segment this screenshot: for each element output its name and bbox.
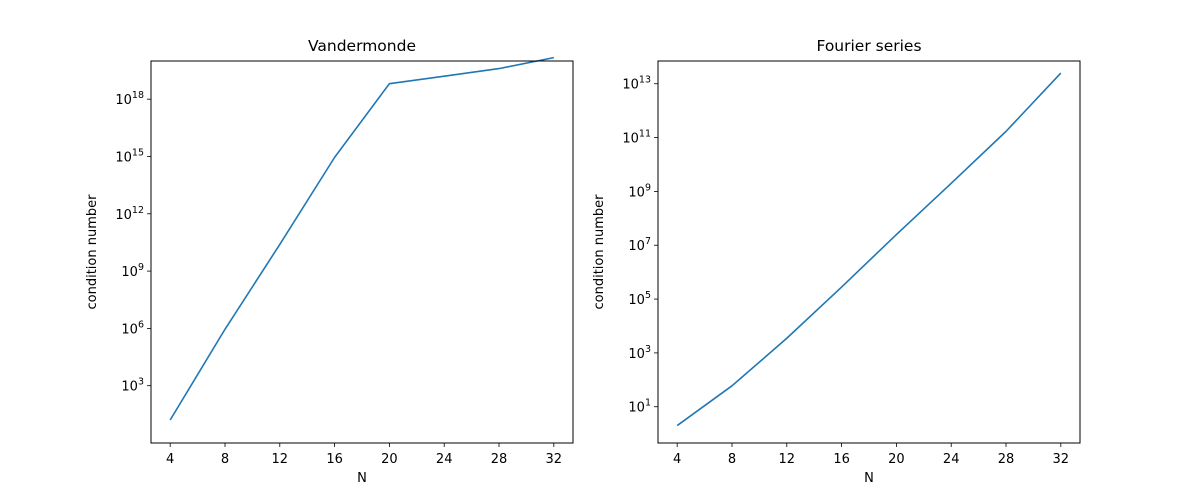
vandermonde-title: Vandermonde	[308, 37, 416, 55]
fourier-series-y-tick-label: 103	[628, 344, 651, 362]
vandermonde-x-axis-label: N	[357, 471, 367, 486]
fourier-series-x-tick-label: 12	[779, 452, 796, 467]
fourier-series-x-tick-label: 20	[888, 452, 905, 467]
vandermonde-x-tick-label: 32	[546, 452, 563, 467]
vandermonde-y-tick-label: 103	[121, 377, 144, 395]
fourier-series-y-tick-label: 1013	[622, 75, 651, 93]
vandermonde-x-tick-label: 24	[436, 452, 453, 467]
fourier-series-series-line	[676, 72, 1062, 427]
vandermonde-x-tick-label: 28	[491, 452, 508, 467]
fourier-series-title: Fourier series	[816, 37, 921, 55]
vandermonde-series-line	[169, 56, 554, 421]
vandermonde-y-tick-label: 1012	[115, 205, 144, 223]
vandermonde-y-axis-label: condition number	[85, 194, 100, 310]
fourier-series-y-tick-label: 101	[628, 398, 651, 416]
vandermonde-x-tick-label: 20	[381, 452, 398, 467]
fourier-series-axes-frame	[657, 60, 1081, 444]
fourier-series-y-axis-label: condition number	[592, 194, 607, 310]
fourier-series-x-tick-label: 28	[998, 452, 1015, 467]
fourier-series-x-tick-label: 4	[673, 452, 681, 467]
vandermonde-x-tick-label: 8	[221, 452, 229, 467]
fourier-series-y-tick-label: 107	[628, 236, 651, 254]
fourier-series-x-axis-label: N	[864, 471, 874, 486]
fourier-series-y-tick-label: 1011	[622, 129, 651, 147]
vandermonde-y-tick-label: 106	[121, 319, 144, 337]
fourier-series-subplot: Fourier series 4 8 12 16 20 24 28 32 101 103 105 107…	[592, 37, 1081, 486]
vandermonde-axes-frame	[150, 60, 574, 444]
fourier-series-x-tick-label: 32	[1053, 452, 1070, 467]
vandermonde-x-tick-label: 16	[326, 452, 343, 467]
vandermonde-x-tick-label: 12	[272, 452, 289, 467]
fourier-series-x-tick-label: 24	[943, 452, 960, 467]
vandermonde-y-tick-label: 1018	[115, 90, 144, 108]
vandermonde-y-tick-label: 109	[121, 262, 144, 280]
vandermonde-x-tick-label: 4	[166, 452, 174, 467]
fourier-series-y-tick-label: 105	[628, 290, 651, 308]
vandermonde-subplot: Vandermonde 4 8 12 16 20 24 28 32 103 106 109 1012 10…	[85, 37, 574, 486]
fourier-series-x-tick-label: 16	[833, 452, 850, 467]
fourier-series-x-tick-label: 8	[728, 452, 736, 467]
vandermonde-y-tick-label: 1015	[115, 148, 144, 166]
fourier-series-y-tick-label: 109	[628, 182, 651, 200]
